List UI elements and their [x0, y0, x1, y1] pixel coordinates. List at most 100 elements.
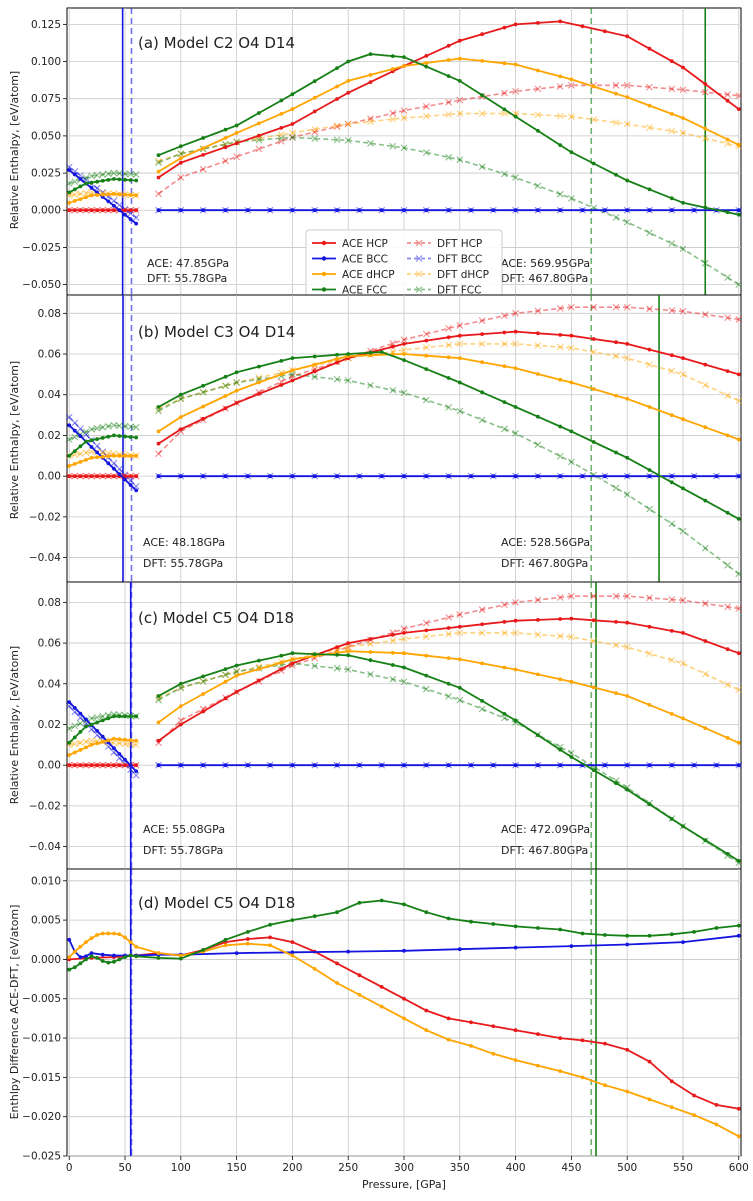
point-dft-fcc [255, 136, 263, 144]
point-ace-dhcp [614, 91, 618, 96]
point-ace-hcp [134, 763, 139, 768]
point-ace-dhcp [128, 193, 133, 197]
point-dft-fcc [127, 423, 134, 431]
point-ace-hcp [558, 617, 563, 621]
point-dft-dhcp [155, 157, 162, 165]
point-ace-hcp [123, 474, 127, 479]
point-dft-hcp [679, 86, 687, 94]
point-dft-dhcp [132, 741, 140, 749]
point-dft-bcc [77, 425, 84, 433]
point-ace-hcp [591, 618, 596, 623]
point-ace-fcc [89, 180, 94, 185]
panel-a: Relative Enthalpy, [eV/atom] −0.050 −0.02… [8, 7, 743, 299]
point-ace-fcc [502, 400, 507, 404]
point-dft-dhcp [534, 111, 542, 119]
point-dft-fcc [567, 194, 575, 202]
point-dft-dhcp [65, 191, 73, 199]
point-ace-dhcp [446, 1037, 451, 1042]
point-dft-fcc [177, 150, 185, 158]
point-ace-bcc [558, 763, 563, 768]
point-ace-fcc [268, 922, 272, 927]
point-ace-hcp [681, 65, 685, 70]
panel-b-title: (b) Model C3 O4 D14 [138, 323, 295, 341]
point-ace-bcc [558, 474, 563, 479]
point-ace-bcc [513, 763, 518, 768]
point-ace-fcc [736, 923, 741, 928]
point-ace-dhcp [223, 136, 228, 140]
point-ace-hcp [106, 208, 111, 213]
point-dft-dhcp [456, 110, 464, 117]
point-ace-hcp [558, 1036, 563, 1040]
point-ace-bcc [234, 951, 239, 955]
point-dft-hcp [400, 107, 408, 114]
point-dft-hcp [311, 128, 319, 136]
point-ace-bcc [178, 208, 183, 213]
point-dft-dhcp [668, 656, 676, 664]
point-ace-bcc [67, 423, 72, 428]
point-ace-dhcp [335, 84, 339, 89]
point-dft-fcc [389, 675, 397, 683]
point-ace-dhcp [72, 949, 77, 954]
point-ace-fcc [134, 954, 139, 959]
point-ace-hcp [72, 208, 77, 213]
point-ace-fcc [134, 714, 139, 719]
point-ace-dhcp [603, 1083, 607, 1088]
panel-c-series [65, 592, 743, 867]
point-dft-dhcp [478, 629, 486, 637]
point-dft-fcc [422, 685, 430, 693]
point-ace-fcc [117, 714, 122, 719]
point-dft-fcc [116, 170, 123, 177]
point-ace-hcp [290, 378, 295, 383]
point-ace-dhcp [402, 64, 406, 68]
point-dft-fcc [478, 705, 486, 713]
point-ace-dhcp [335, 981, 339, 985]
panel-d-title: (d) Model C5 O4 D18 [138, 894, 295, 912]
point-ace-dhcp [100, 192, 105, 197]
point-ace-fcc [569, 429, 574, 434]
point-ace-dhcp [346, 79, 351, 83]
point-ace-dhcp [681, 417, 685, 422]
point-ace-fcc [692, 930, 696, 934]
point-ace-fcc [536, 414, 540, 419]
point-ace-dhcp [502, 364, 507, 369]
legend-marker [415, 286, 423, 293]
point-ace-bcc [669, 763, 674, 768]
point-ace-hcp [201, 416, 206, 421]
y-tick-label: 0.005 [31, 915, 61, 927]
point-dft-dhcp [400, 635, 408, 643]
point-ace-fcc [368, 350, 373, 355]
point-dft-dhcp [116, 739, 123, 747]
point-ace-dhcp [178, 704, 183, 709]
point-ace-bcc [290, 763, 295, 768]
series-line-dft-hcp-high [157, 306, 739, 455]
point-ace-dhcp [134, 944, 139, 949]
point-ace-bcc [736, 763, 741, 768]
point-ace-dhcp [625, 396, 630, 401]
point-ace-bcc [117, 472, 122, 476]
point-ace-dhcp [67, 200, 72, 205]
point-ace-bcc [100, 734, 105, 739]
point-ace-hcp [725, 647, 730, 652]
point-dft-fcc [612, 484, 620, 492]
point-ace-bcc [128, 483, 133, 487]
point-ace-dhcp [647, 703, 652, 707]
point-ace-fcc [614, 450, 618, 455]
point-ace-fcc [78, 961, 83, 966]
point-ace-dhcp [89, 936, 94, 941]
point-ace-dhcp [290, 657, 295, 662]
point-dft-dhcp [701, 381, 709, 389]
point-ace-dhcp [736, 142, 741, 147]
point-dft-fcc [478, 163, 486, 171]
y-tick-label: 0.025 [31, 168, 61, 180]
point-dft-hcp [668, 307, 676, 314]
point-ace-hcp [156, 441, 161, 446]
point-ace-hcp [106, 763, 111, 768]
point-ace-bcc [402, 474, 406, 479]
x-ticks: 0 50 100 150 200 250 300 350 400 450 500 550 600 [66, 1162, 749, 1174]
point-ace-dhcp [223, 394, 228, 398]
point-ace-bcc [134, 221, 139, 226]
point-ace-fcc [335, 653, 339, 657]
panel-b-ylabel: Relative Enthalpy, [eV/atom] [8, 361, 21, 519]
point-ace-dhcp [491, 1051, 496, 1056]
point-ace-dhcp [279, 112, 284, 116]
